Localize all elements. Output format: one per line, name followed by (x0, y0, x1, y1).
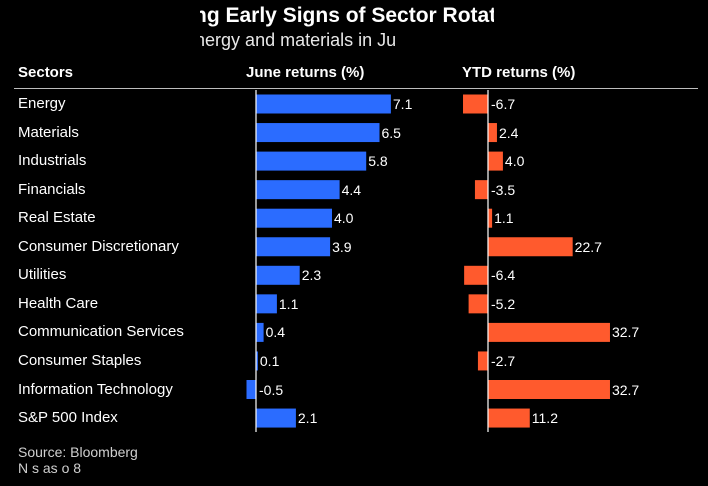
header-divider (14, 88, 698, 89)
ytd-value-label: -6.4 (491, 267, 516, 284)
june-value-label: 5.8 (368, 153, 388, 170)
ytd-value-label: -3.5 (491, 181, 516, 198)
ytd-bar (468, 294, 488, 314)
june-value-label: -0.5 (259, 381, 284, 398)
source-note: Source: Bloomberg (18, 444, 138, 460)
june-value-label: 4.0 (334, 210, 354, 227)
category-label: Health Care (18, 294, 99, 312)
june-value-label: 0.4 (265, 324, 286, 341)
category-label: Real Estate (18, 209, 96, 227)
column-header-june: June returns (%) (246, 64, 365, 81)
ytd-bar (488, 151, 503, 171)
june-value-label: 7.1 (392, 96, 413, 112)
june-bar (256, 294, 277, 314)
june-value-label: 2.1 (297, 410, 318, 427)
category-label: Utilities (18, 266, 67, 284)
june-bar (256, 208, 332, 228)
category-label: Communication Services (18, 323, 184, 341)
ytd-value-label: 2.4 (498, 124, 519, 141)
ytd-value-label: -6.7 (491, 96, 516, 112)
ytd-value-label: 4.0 (504, 153, 525, 170)
ytd-bar (488, 322, 610, 342)
ytd-bar (488, 380, 610, 399)
june-bar (256, 322, 264, 342)
ytd-bar (488, 237, 573, 257)
ytd-bar (477, 351, 488, 371)
june-value-label: 3.9 (332, 238, 352, 255)
footnote: N s as o 8 (18, 460, 82, 476)
category-label: Industrials (18, 152, 87, 170)
category-label: Information Technology (18, 380, 173, 398)
chart-title: ng Early Signs of Sector Rotat (200, 4, 494, 27)
june-bar (256, 265, 300, 285)
ytd-bar (464, 265, 488, 285)
ytd-bar (488, 123, 497, 143)
category-label: Consumer Staples (18, 351, 142, 369)
category-label: Materials (18, 123, 79, 141)
ytd-value-label: 1.1 (494, 210, 514, 227)
june-value-label: 0.1 (259, 352, 280, 369)
june-bar (256, 408, 296, 428)
ytd-value-label: 11.2 (531, 410, 558, 427)
ytd-bar (488, 208, 493, 228)
june-bar (256, 237, 331, 257)
category-label: S&P 500 Index (18, 409, 118, 427)
category-label: Consumer Discretionary (18, 237, 179, 255)
ytd-value-label: -2.7 (491, 352, 516, 369)
ytd-bar (474, 180, 488, 200)
ytd-bar (463, 94, 488, 114)
column-header-ytd: YTD returns (%) (462, 64, 576, 81)
june-bar (256, 123, 380, 143)
ytd-value-label: 32.7 (611, 381, 640, 398)
june-bar (256, 180, 340, 200)
chart-subtitle: favor energy and materials in Ju (200, 30, 397, 50)
category-label: Financials (18, 180, 86, 198)
june-value-label: 2.3 (301, 267, 322, 284)
category-label: Energy (18, 95, 66, 112)
june-value-label: 1.1 (278, 295, 299, 312)
june-value-label: 6.5 (381, 124, 401, 141)
june-bar (256, 151, 367, 171)
ytd-bar (488, 408, 530, 428)
column-header-sectors: Sectors (18, 64, 74, 81)
june-bar (246, 380, 256, 399)
june-bar (256, 351, 258, 371)
ytd-value-label: 32.7 (611, 324, 640, 341)
ytd-value-label: -5.2 (491, 295, 516, 312)
june-value-label: 4.4 (341, 181, 362, 198)
june-bar (256, 94, 391, 114)
ytd-value-label: 22.7 (574, 238, 602, 255)
